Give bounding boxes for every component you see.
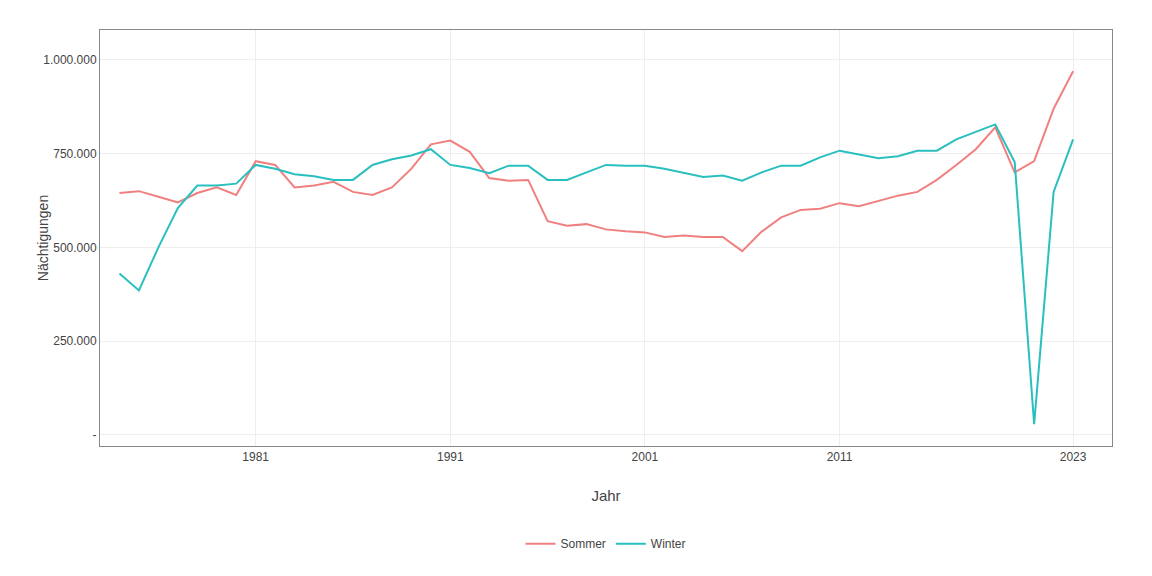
svg-text:Sommer: Sommer: [561, 537, 606, 551]
svg-text:250.000: 250.000: [53, 334, 97, 348]
svg-text:Nächtigungen: Nächtigungen: [35, 195, 51, 281]
svg-text:Jahr: Jahr: [591, 487, 620, 504]
svg-text:1991: 1991: [437, 450, 464, 464]
svg-text:1.000.000: 1.000.000: [43, 53, 97, 67]
svg-text:2011: 2011: [827, 450, 853, 464]
svg-text:2023: 2023: [1060, 450, 1087, 464]
svg-text:750.000: 750.000: [53, 147, 97, 161]
svg-text:-: -: [93, 428, 97, 442]
svg-text:500.000: 500.000: [53, 241, 97, 255]
svg-text:Winter: Winter: [651, 537, 686, 551]
svg-text:2001: 2001: [632, 450, 659, 464]
svg-text:1981: 1981: [242, 450, 269, 464]
